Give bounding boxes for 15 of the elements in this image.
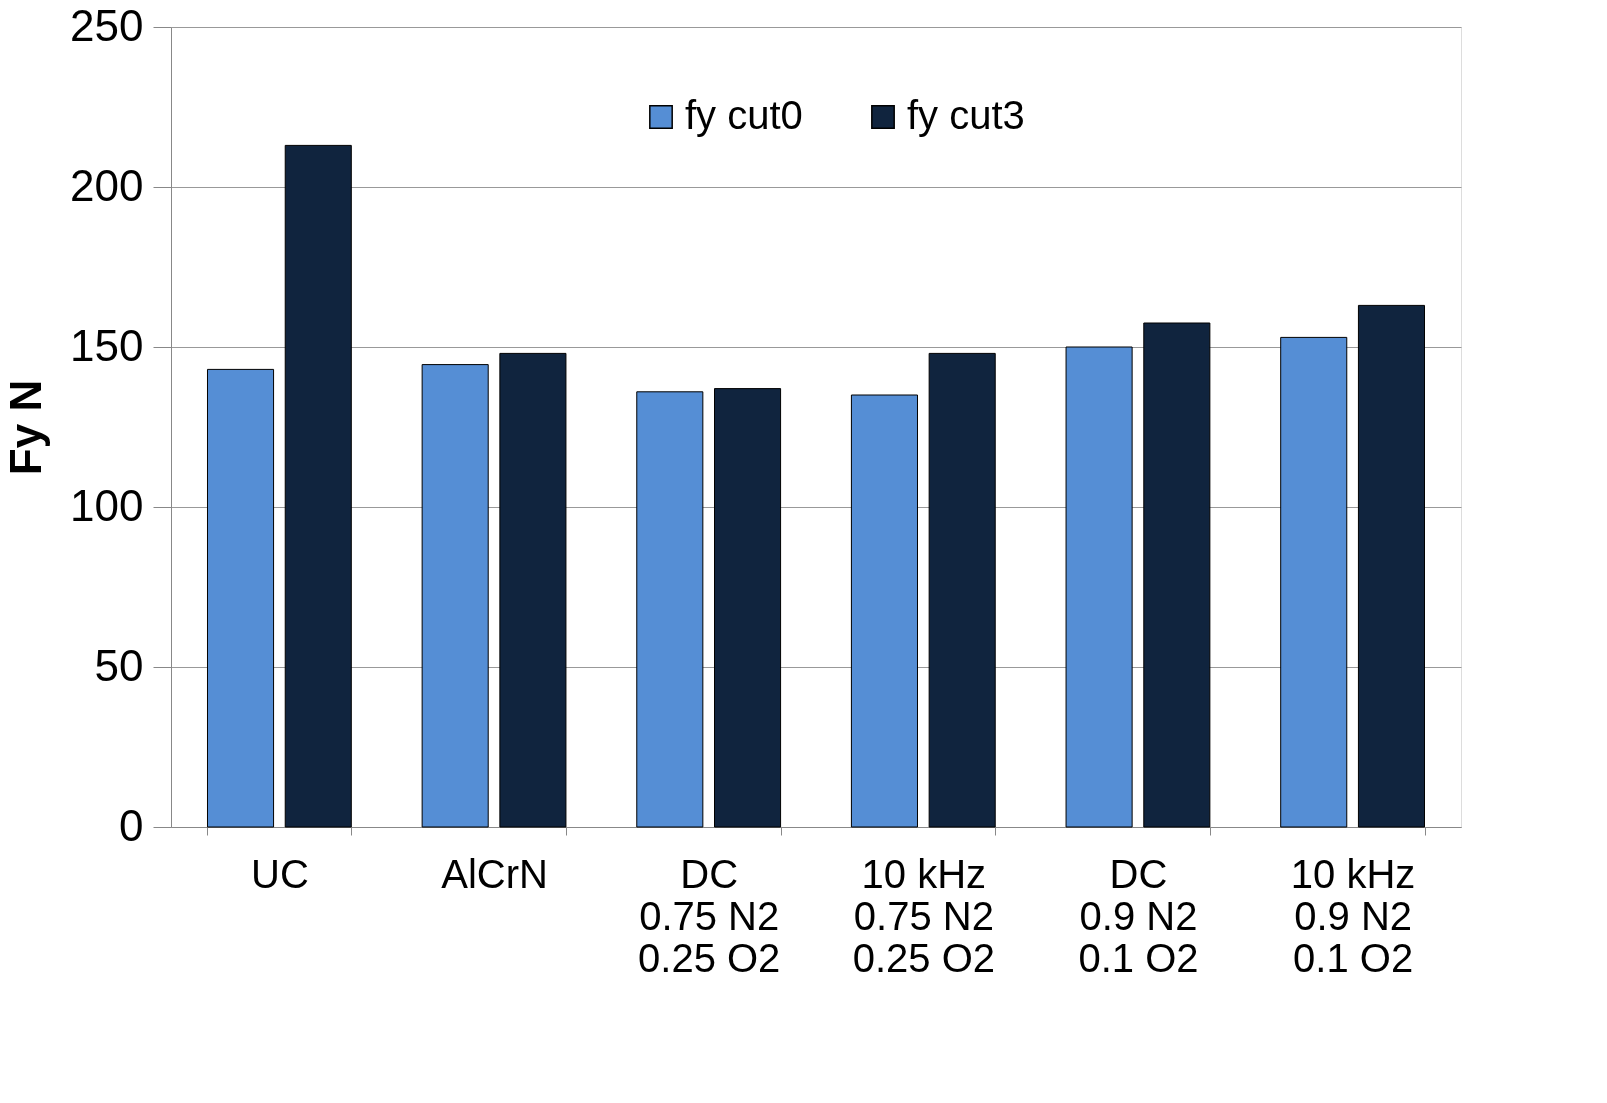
legend-label: fy cut0 bbox=[685, 93, 803, 137]
y-tick-label: 200 bbox=[70, 160, 144, 210]
y-tick-label: 0 bbox=[119, 800, 144, 850]
x-tick-label: 10 kHz 0.9 N2 0.1 O2 bbox=[1290, 851, 1416, 980]
x-tick-label: UC bbox=[251, 851, 309, 896]
x-tick-label: DC 0.9 N2 0.1 O2 bbox=[1078, 851, 1199, 980]
y-axis-title: Fy N bbox=[1, 379, 51, 476]
x-tick-label: DC 0.75 N2 0.25 O2 bbox=[638, 851, 781, 980]
y-tick-label: 150 bbox=[70, 320, 144, 370]
legend-label: fy cut3 bbox=[907, 93, 1025, 137]
y-tick-label: 100 bbox=[70, 480, 144, 530]
x-tick-label: 10 kHz 0.75 N2 0.25 O2 bbox=[852, 851, 995, 980]
y-tick-label: 50 bbox=[94, 640, 144, 690]
x-tick-label: AlCrN bbox=[441, 851, 548, 896]
y-tick-label: 250 bbox=[70, 0, 144, 50]
